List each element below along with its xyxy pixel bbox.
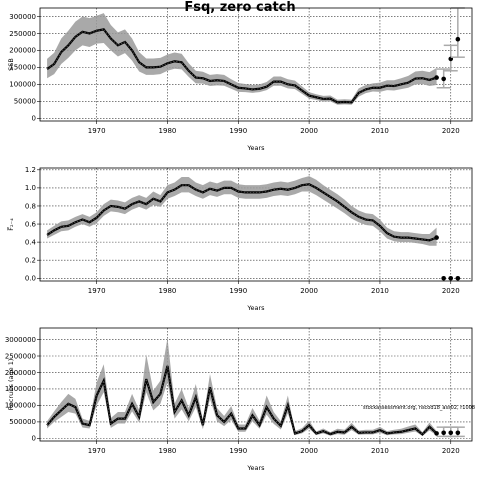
x-tick-label: 2020 bbox=[442, 447, 460, 455]
x-tick-label: 1970 bbox=[88, 447, 106, 455]
y-tick-label: 2500000 bbox=[5, 352, 36, 360]
plot-frame bbox=[39, 327, 473, 442]
estimate-line-dashes bbox=[46, 28, 437, 103]
x-tick-label: 2010 bbox=[371, 447, 389, 455]
confidence-band bbox=[47, 337, 437, 437]
forecast-point bbox=[455, 36, 461, 42]
y-tick-label: 1.2 bbox=[25, 166, 36, 174]
x-tick-label: 1970 bbox=[88, 287, 106, 295]
x-tick-label: 2010 bbox=[371, 127, 389, 135]
y-tick-label: 0.2 bbox=[25, 257, 36, 265]
x-tick-label: 2000 bbox=[300, 447, 318, 455]
y-tick-label: 250000 bbox=[9, 30, 36, 38]
x-tick-label: 1990 bbox=[229, 447, 247, 455]
x-axis-label: Years bbox=[246, 144, 265, 152]
forecast-point bbox=[441, 430, 446, 436]
estimate-point bbox=[434, 75, 439, 80]
y-tick-label: 300000 bbox=[9, 13, 36, 21]
chart-panel-3: 1970 1980 1990 2000 2010 2020 0 500000 1000000 15… bbox=[5, 327, 473, 472]
y-tick-label: 1.0 bbox=[25, 184, 36, 192]
y-tick-label: 0.8 bbox=[25, 202, 36, 210]
chart-panel-1: 1970 1980 1990 2000 2010 2020 0 50000 100000 1500… bbox=[7, 7, 473, 152]
y-axis-label: F̅₂₋₄ bbox=[6, 218, 15, 231]
y-tick-label: 0 bbox=[32, 115, 36, 123]
confidence-band bbox=[47, 176, 437, 246]
y-axis-label: SSB bbox=[7, 58, 15, 71]
x-tick-label: 2000 bbox=[300, 287, 318, 295]
plot-frame bbox=[39, 167, 473, 282]
x-tick-label: 2020 bbox=[442, 127, 460, 135]
x-tick-label: 1980 bbox=[159, 127, 177, 135]
y-tick-label: 150000 bbox=[9, 64, 36, 72]
y-tick-label: 0.4 bbox=[25, 238, 37, 246]
y-tick-label: 1000000 bbox=[5, 402, 36, 410]
y-tick-label: 2000000 bbox=[5, 369, 36, 377]
x-tick-label: 1990 bbox=[229, 127, 247, 135]
x-tick-label: 2010 bbox=[371, 287, 389, 295]
y-tick-label: 0 bbox=[32, 435, 36, 443]
y-tick-label: 200000 bbox=[9, 47, 36, 55]
y-tick-label: 0.0 bbox=[25, 275, 36, 283]
forecast-point bbox=[441, 275, 446, 281]
x-axis-label: Years bbox=[246, 304, 265, 312]
plot-frame bbox=[39, 7, 473, 122]
chart-panel-2: 1970 1980 1990 2000 2010 2020 0.0 0.2 0.4 0.6 0.8 1… bbox=[6, 166, 473, 312]
page-title: Fsq, zero catch bbox=[184, 0, 296, 15]
y-tick-label: 0.6 bbox=[25, 220, 37, 228]
y-tick-label: 1500000 bbox=[5, 385, 36, 393]
forecast-point bbox=[455, 275, 461, 281]
forecast-point bbox=[448, 430, 454, 436]
forecast-point bbox=[441, 76, 446, 82]
x-tick-label: 1980 bbox=[159, 287, 177, 295]
y-tick-label: 3000000 bbox=[5, 336, 36, 344]
x-axis-label: Years bbox=[246, 464, 265, 472]
y-tick-label: 500000 bbox=[9, 418, 36, 426]
source-annotation: stockassessment.org, nscod18_ass02, r100… bbox=[363, 405, 475, 411]
estimate-point bbox=[434, 431, 439, 436]
x-tick-label: 2000 bbox=[300, 127, 318, 135]
y-tick-label: 100000 bbox=[9, 81, 36, 89]
x-tick-label: 2020 bbox=[442, 287, 460, 295]
x-tick-label: 1980 bbox=[159, 447, 177, 455]
x-tick-label: 1990 bbox=[229, 287, 247, 295]
x-tick-label: 1970 bbox=[88, 127, 106, 135]
estimate-point bbox=[434, 235, 439, 240]
forecast-point bbox=[455, 430, 461, 436]
confidence-band bbox=[47, 13, 437, 105]
estimate-line bbox=[46, 365, 438, 436]
y-tick-label: 50000 bbox=[14, 98, 36, 106]
estimate-line-dashes bbox=[46, 183, 437, 241]
forecast-point bbox=[448, 275, 454, 281]
y-axis-label: Recruits (age 1) bbox=[7, 359, 15, 411]
